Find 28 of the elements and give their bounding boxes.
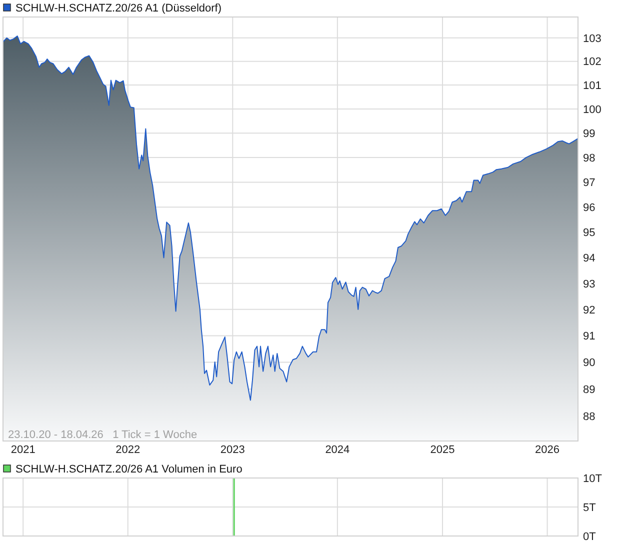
y-tick-label: 97 xyxy=(583,177,596,190)
y-tick-label: 94 xyxy=(583,252,596,265)
annotation: 23.10.20 - 18.04.26 1 Tick = 1 Woche xyxy=(8,429,198,441)
y-tick-label: 95 xyxy=(583,227,596,240)
y-tick-label: 103 xyxy=(583,32,602,45)
y-tick-label: 91 xyxy=(583,330,596,343)
y-tick-label: 98 xyxy=(583,152,596,164)
legend-label: SCHLW-H.SCHATZ.20/26 A1 (Düsseldorf) xyxy=(16,2,222,14)
y-tick-label: 92 xyxy=(583,304,596,316)
x-tick-label: 2022 xyxy=(116,444,140,456)
y-tick-label: 10T xyxy=(583,472,602,485)
x-tick-label: 2026 xyxy=(535,444,560,456)
y-tick-label: 5T xyxy=(583,502,596,514)
y-tick-label: 89 xyxy=(583,384,596,396)
y-tick-label: 0T xyxy=(583,530,596,543)
y-tick-label: 101 xyxy=(583,80,602,92)
y-tick-label: 90 xyxy=(583,357,596,370)
x-tick-label: 2025 xyxy=(430,444,455,456)
y-tick-label: 88 xyxy=(583,411,596,424)
y-tick-label: 93 xyxy=(583,278,596,290)
y-tick-label: 100 xyxy=(583,104,602,116)
x-tick-label: 2021 xyxy=(10,444,36,456)
x-tick-label: 2023 xyxy=(220,444,245,456)
y-tick-label: 96 xyxy=(583,202,596,214)
y-tick-label: 99 xyxy=(583,128,596,140)
x-tick-label: 2024 xyxy=(325,444,350,456)
y-tick-label: 102 xyxy=(583,56,602,68)
legend-label: SCHLW-H.SCHATZ.20/26 A1 Volumen in Euro xyxy=(16,464,242,476)
